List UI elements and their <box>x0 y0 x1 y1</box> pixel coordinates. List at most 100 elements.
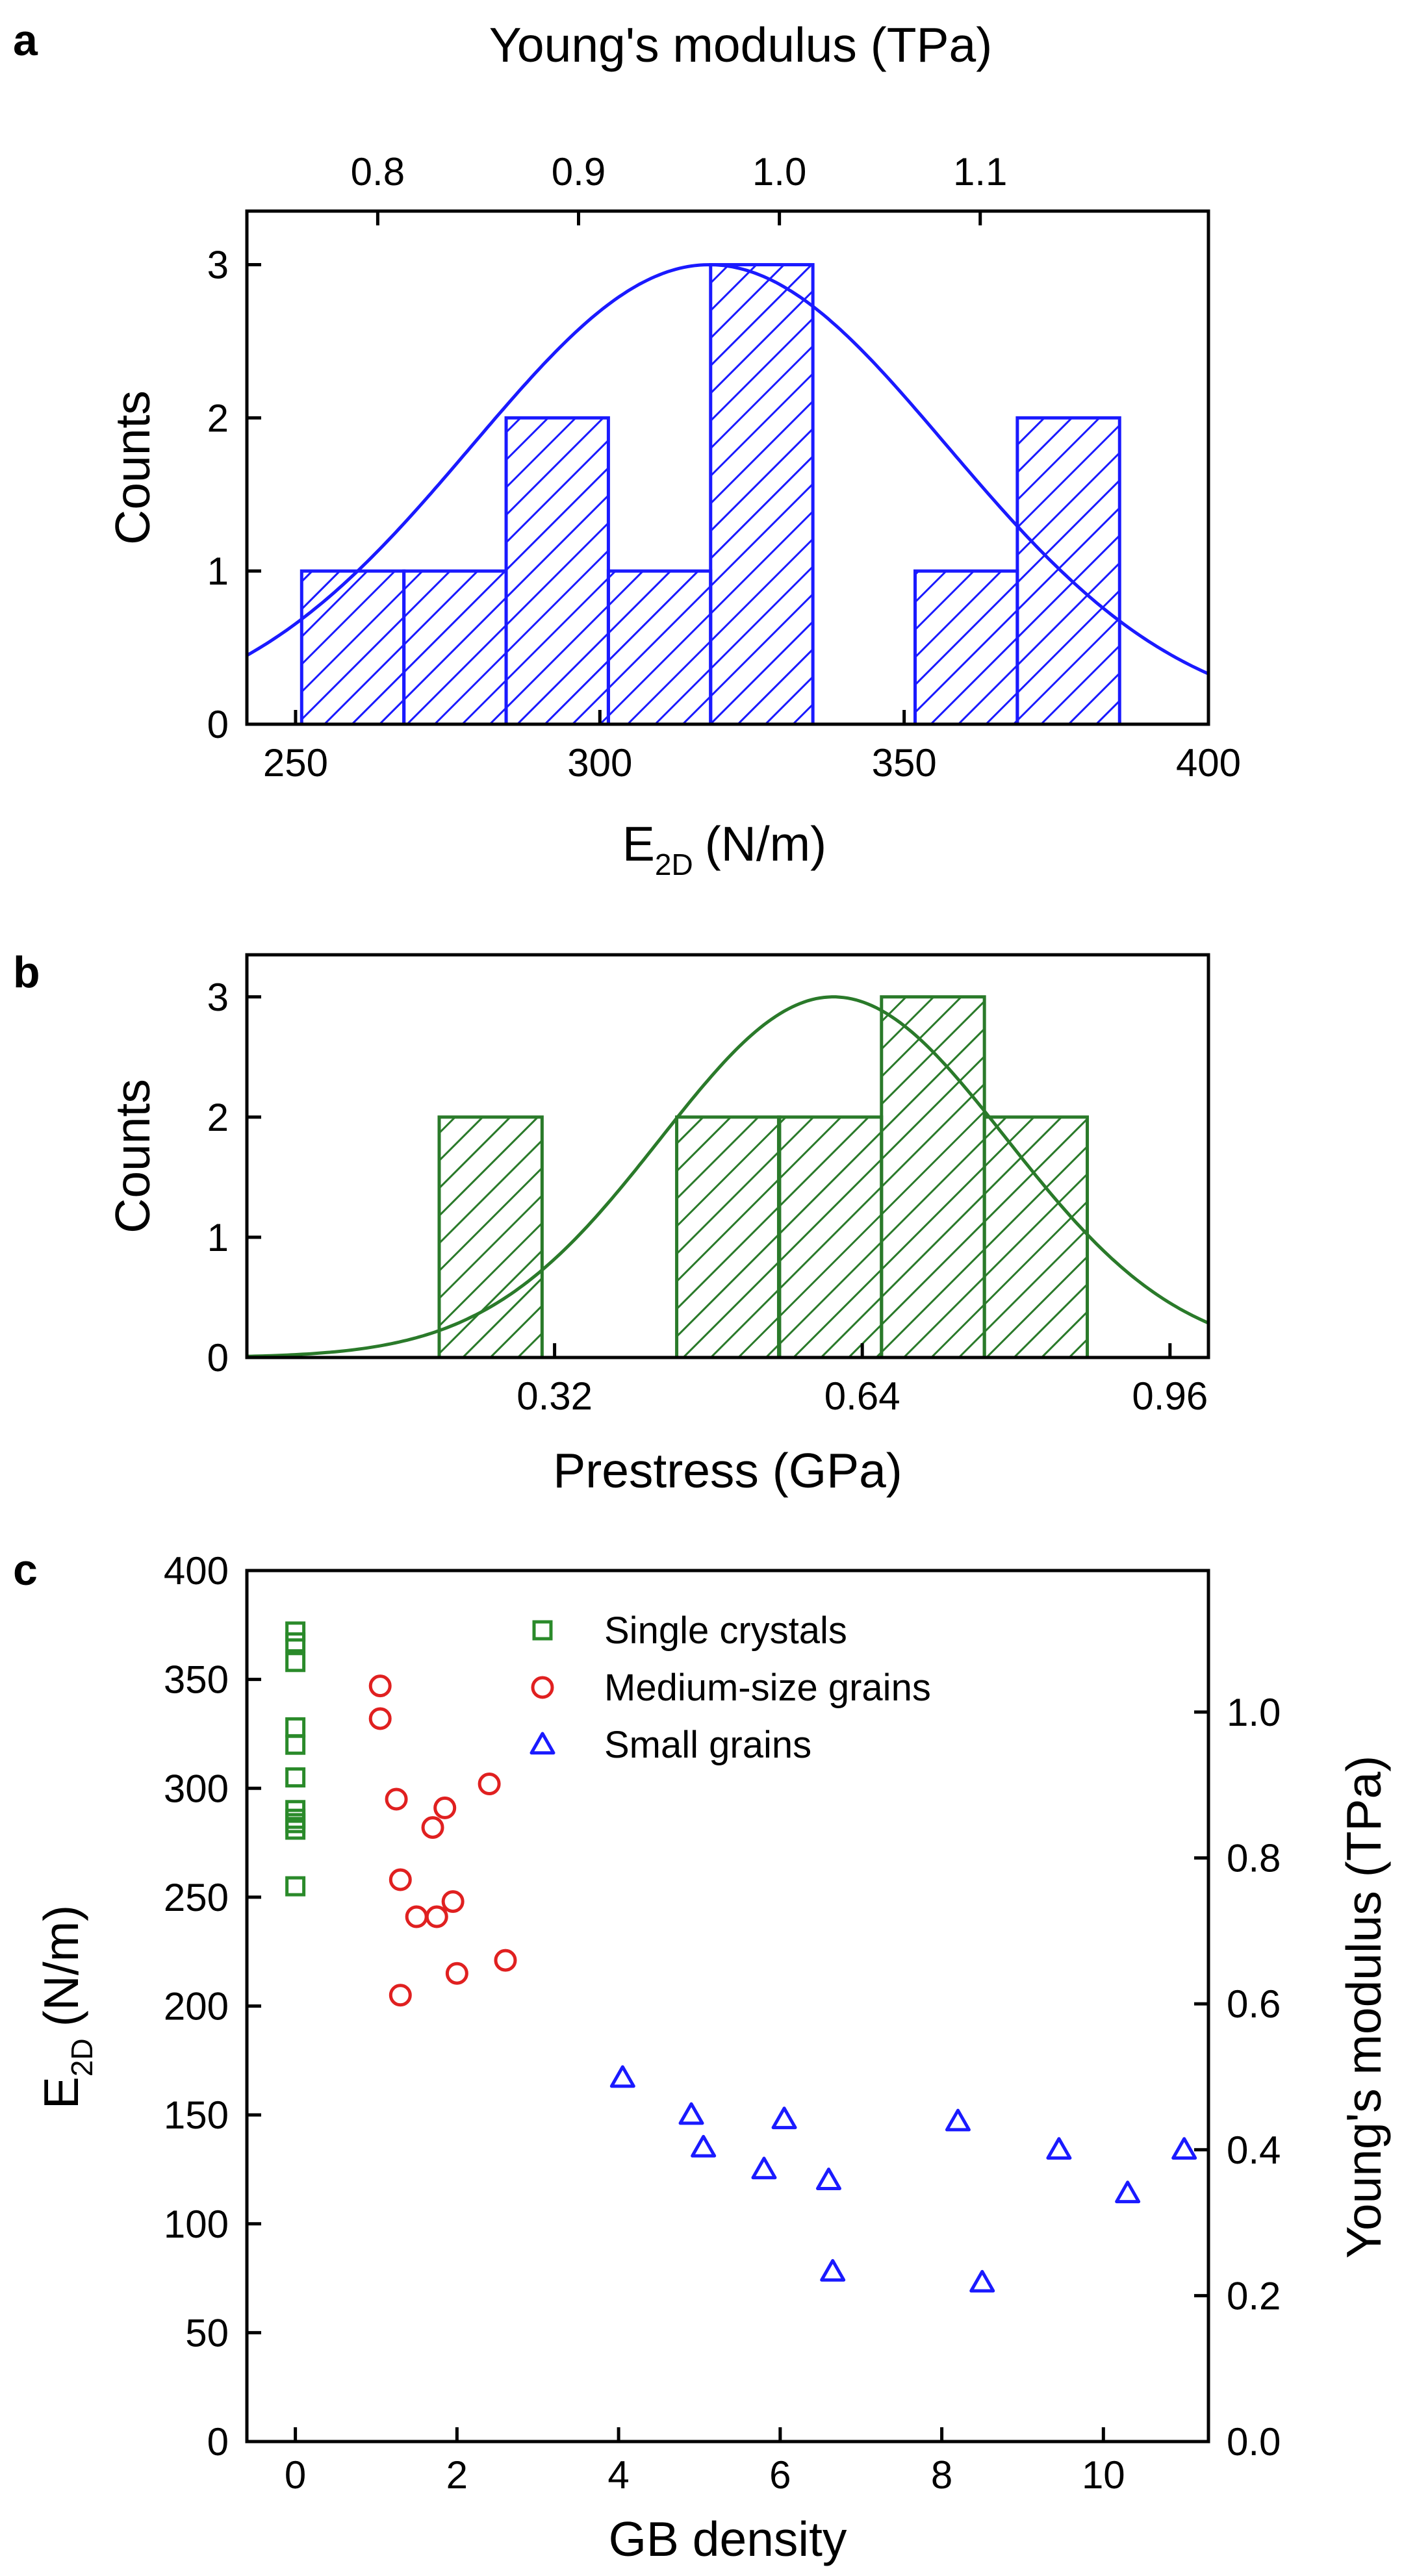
point-small-grains <box>1046 2137 1072 2160</box>
panel-a-x-tick-label: 300 <box>567 741 632 785</box>
panel-c-x-tick-label: 4 <box>607 2453 629 2497</box>
panel-a-y-tick-label: 3 <box>207 244 229 287</box>
panel-a-top-tick-label: 1.1 <box>953 150 1007 194</box>
panel-c-right-tick-label: 0.8 <box>1227 1837 1281 1880</box>
panel-c-y-tick-label: 200 <box>164 1985 229 2028</box>
point-medium-size-grains <box>385 1787 408 1811</box>
panel-c-right-tick-label: 0.0 <box>1227 2420 1281 2464</box>
panel-b-y-tick-label: 2 <box>207 1096 229 1139</box>
panel-c-xlabel: GB density <box>609 2512 847 2566</box>
point-single-crystals <box>285 1767 306 1787</box>
panel-a-bar-4 <box>709 263 815 726</box>
panel-c-y-tick-label: 350 <box>164 1658 229 1702</box>
panel-a-x-tick-label: 250 <box>263 741 328 785</box>
point-medium-size-grains <box>421 1816 444 1839</box>
panel-c-ylabel: E2D (N/m) <box>34 1905 99 2109</box>
point-single-crystals <box>285 1621 306 1642</box>
point-medium-size-grains <box>494 1949 517 1972</box>
panel-a-bars <box>300 263 1121 726</box>
panel-b-letter: b <box>13 948 40 997</box>
panel-c-frame <box>245 1569 1210 2443</box>
panel-c-y-tick-label: 100 <box>164 2203 229 2246</box>
point-single-crystals <box>285 1717 306 1737</box>
point-medium-size-grains <box>478 1773 501 1796</box>
panel-a-top-tick-label: 0.9 <box>552 150 606 194</box>
panel-b-bar-1 <box>675 1115 782 1359</box>
panel-b-frame <box>245 953 1210 1359</box>
panel-a-bar-0 <box>300 569 406 726</box>
point-medium-size-grains <box>405 1905 428 1928</box>
panel-b-y-tick-label: 0 <box>207 1336 229 1380</box>
panel-c-right-ylabel: Young's modulus (TPa) <box>1336 1756 1391 2258</box>
panel-a-x-tick-label: 400 <box>1176 741 1241 785</box>
panel-b-x-tick-label: 0.64 <box>824 1374 900 1418</box>
point-small-grains <box>609 2065 635 2088</box>
point-medium-size-grains <box>441 1890 465 1913</box>
panel-c-y-tick-label: 0 <box>207 2420 229 2464</box>
point-medium-size-grains <box>433 1796 457 1819</box>
panel-a-bar-3 <box>606 569 713 726</box>
point-small-grains <box>969 2269 995 2293</box>
panel-c-ylabel-unit: (N/m) <box>34 1905 88 2027</box>
point-small-grains <box>1171 2137 1197 2160</box>
panel-c-right-tick-label: 0.6 <box>1227 1982 1281 2026</box>
panel-c-points <box>285 1621 1197 2293</box>
panel-b-y-ticks: 0 1 2 3 <box>207 976 261 1380</box>
panel-a-bar-2 <box>504 416 610 726</box>
panel-a-y-ticks: 0 1 2 3 <box>207 244 261 746</box>
legend-marker-medium-size-grains <box>531 1676 554 1699</box>
panel-c-x-tick-label: 6 <box>769 2453 791 2497</box>
panel-b: b 0.32 0.64 0.96 0 1 2 3 Counts Prestress (GP… <box>13 948 1210 1498</box>
panel-c-y-tick-label: 250 <box>164 1876 229 1919</box>
point-small-grains <box>1115 2180 1141 2204</box>
panel-a-y-tick-label: 2 <box>207 396 229 440</box>
legend-marker-single-crystals <box>532 1620 553 1641</box>
point-small-grains <box>815 2167 841 2190</box>
point-medium-size-grains <box>389 1984 412 2007</box>
panel-b-y-tick-label: 3 <box>207 976 229 1019</box>
panel-a-bar-1 <box>402 569 508 726</box>
point-medium-size-grains <box>368 1674 392 1698</box>
point-single-crystals <box>285 1652 306 1673</box>
point-small-grains <box>771 2106 797 2130</box>
panel-c-letter: c <box>13 1545 38 1595</box>
panel-a-x-tick-label: 350 <box>872 741 937 785</box>
legend-label-single-crystals: Single crystals <box>604 1610 847 1652</box>
panel-b-ylabel: Counts <box>105 1079 160 1233</box>
panel-b-bar-4 <box>982 1115 1090 1359</box>
panel-a-top-axis-title: Young's modulus (TPa) <box>489 18 992 72</box>
point-medium-size-grains <box>368 1707 392 1730</box>
panel-a-xlabel-unit: (N/m) <box>705 816 826 871</box>
panel-c-x-tick-label: 8 <box>931 2453 952 2497</box>
panel-c-y-tick-label: 150 <box>164 2093 229 2137</box>
panel-c-right-tick-label: 0.4 <box>1227 2128 1281 2172</box>
panel-c-x-tick-label: 10 <box>1082 2453 1125 2497</box>
point-small-grains <box>691 2134 717 2158</box>
panel-b-y-tick-label: 1 <box>207 1216 229 1259</box>
panel-a-y-tick-label: 1 <box>207 549 229 593</box>
panel-a-xlabel-sub: 2D <box>655 848 693 881</box>
panel-b-xlabel: Prestress (GPa) <box>553 1443 902 1498</box>
panel-c-y-tick-label: 400 <box>164 1549 229 1593</box>
point-single-crystals <box>285 1876 306 1897</box>
panel-b-x-tick-label: 0.96 <box>1132 1374 1208 1418</box>
point-small-grains <box>820 2259 846 2282</box>
panel-b-x-tick-label: 0.32 <box>517 1374 593 1418</box>
panel-c-right-ticks: 0.0 0.2 0.4 0.6 0.8 1.0 <box>1194 1691 1281 2464</box>
panel-a-xlabel-main: E <box>622 816 655 871</box>
panel-c-ylabel-sub: 2D <box>65 2038 99 2077</box>
legend-label-medium-size-grains: Medium-size grains <box>604 1667 931 1709</box>
panel-c-right-tick-label: 0.2 <box>1227 2274 1281 2317</box>
point-medium-size-grains <box>425 1905 448 1928</box>
panel-c-legend: Single crystals Medium-size grains Small g… <box>530 1610 931 1766</box>
panel-c-y-tick-label: 50 <box>185 2311 229 2355</box>
point-single-crystals <box>285 1734 306 1755</box>
panel-a-bar-6 <box>1015 416 1121 726</box>
point-small-grains <box>945 2108 971 2132</box>
point-small-grains <box>678 2102 704 2125</box>
panel-c-x-tick-label: 0 <box>285 2453 306 2497</box>
panel-a-y-tick-label: 0 <box>207 703 229 746</box>
point-single-crystals <box>285 1819 306 1840</box>
